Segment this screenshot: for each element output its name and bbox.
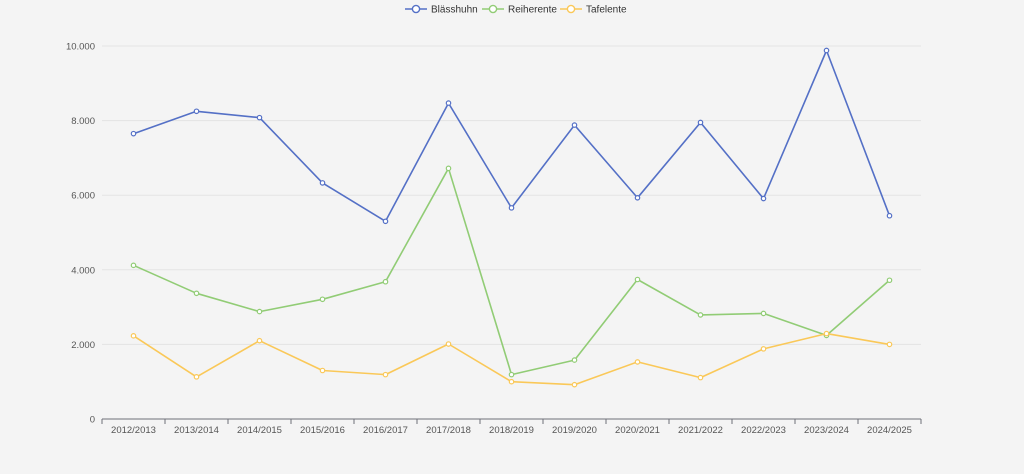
data-point[interactable]	[697, 312, 704, 318]
series-reiherente	[130, 165, 893, 378]
data-point[interactable]	[130, 333, 137, 339]
data-point[interactable]	[382, 371, 389, 378]
x-tick-label: 2013/2014	[174, 425, 219, 436]
data-point[interactable]	[445, 165, 452, 172]
data-point[interactable]	[697, 374, 704, 381]
data-point[interactable]	[382, 278, 389, 285]
data-point[interactable]	[382, 218, 389, 225]
data-point[interactable]	[130, 262, 137, 269]
x-tick-label: 2012/2013	[111, 425, 156, 436]
x-tick-label: 2024/2025	[867, 425, 912, 436]
data-point[interactable]	[571, 122, 578, 128]
legend-label: Tafelente	[586, 5, 627, 16]
axes: 0 2.000 4.000 6.000 8.000 10.000 2012/2013 2013…	[66, 42, 922, 436]
data-point[interactable]	[508, 371, 515, 378]
legend-label: Blässhuhn	[431, 5, 478, 16]
data-point[interactable]	[760, 346, 767, 352]
legend-item[interactable]: Reiherente	[482, 5, 557, 16]
legend-item[interactable]: Blässhuhn	[405, 5, 478, 16]
data-point[interactable]	[697, 119, 704, 126]
x-tick-label: 2021/2022	[678, 425, 723, 436]
x-tick-label: 2018/2019	[489, 425, 534, 436]
y-tick-label: 0	[90, 415, 95, 426]
y-tick-label: 6.000	[71, 191, 95, 202]
data-point[interactable]	[634, 359, 641, 365]
data-point[interactable]	[193, 108, 200, 115]
y-tick-label: 2.000	[71, 340, 95, 351]
x-tick-label: 2023/2024	[804, 425, 849, 436]
y-tick-label: 4.000	[71, 265, 95, 276]
legend-marker-icon	[566, 4, 576, 14]
x-tick-label: 2017/2018	[426, 425, 471, 436]
x-tick-label: 2014/2015	[237, 425, 282, 436]
series-tafelente	[130, 330, 893, 388]
series-lines	[130, 47, 893, 388]
legend-marker-icon	[488, 4, 498, 14]
data-point[interactable]	[256, 308, 263, 315]
data-point[interactable]	[319, 180, 326, 186]
data-point[interactable]	[760, 310, 767, 317]
data-point[interactable]	[886, 212, 893, 219]
data-point[interactable]	[256, 114, 263, 121]
data-point[interactable]	[571, 381, 578, 388]
data-point[interactable]	[319, 367, 326, 374]
grid-lines	[102, 45, 921, 345]
series-line	[133, 167, 891, 376]
legend-item[interactable]: Tafelente	[560, 5, 627, 16]
data-point[interactable]	[256, 337, 263, 344]
x-tick-label: 2016/2017	[363, 425, 408, 436]
data-point[interactable]	[886, 341, 893, 348]
legend[interactable]: Blässhuhn Reiherente Tafelente	[405, 5, 627, 16]
legend-label: Reiherente	[508, 5, 557, 16]
data-point[interactable]	[130, 130, 137, 137]
data-point[interactable]	[634, 195, 641, 201]
data-point[interactable]	[193, 290, 200, 297]
data-point[interactable]	[571, 357, 578, 363]
data-point[interactable]	[823, 47, 830, 54]
data-point[interactable]	[634, 276, 641, 283]
data-point[interactable]	[445, 341, 452, 347]
data-point[interactable]	[508, 205, 515, 211]
data-point[interactable]	[319, 296, 326, 303]
series-blässhuhn	[130, 47, 893, 225]
x-tick-label: 2020/2021	[615, 425, 660, 436]
x-tick-label: 2019/2020	[552, 425, 597, 436]
x-tick-label: 2022/2023	[741, 425, 786, 436]
x-tick-label: 2015/2016	[300, 425, 345, 436]
data-point[interactable]	[445, 100, 452, 106]
y-tick-label: 8.000	[71, 116, 95, 127]
data-point[interactable]	[193, 374, 200, 380]
data-point[interactable]	[886, 277, 893, 284]
data-point[interactable]	[823, 330, 830, 337]
data-point[interactable]	[760, 195, 767, 202]
legend-marker-icon	[411, 4, 421, 14]
y-tick-label: 10.000	[66, 42, 95, 53]
data-point[interactable]	[508, 378, 515, 385]
